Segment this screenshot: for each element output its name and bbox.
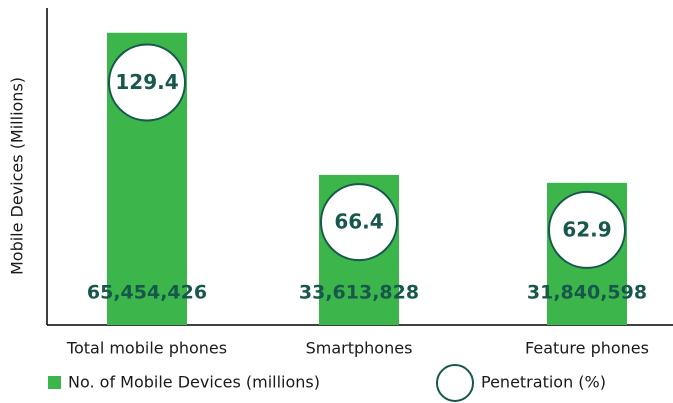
bar-value-label: 31,840,598 [527,282,647,304]
bar-value-label: 65,454,426 [87,282,207,304]
x-tick-label: Total mobile phones [66,339,227,358]
bar-value-label: 33,613,828 [299,282,419,304]
penetration-marker [320,183,398,262]
legend-label: Penetration (%) [481,373,606,392]
x-tick-label: Feature phones [525,339,649,358]
legend-swatch [436,364,474,402]
legend-label: No. of Mobile Devices (millions) [68,373,320,392]
y-axis-title: Mobile Devices (Millions) [8,77,27,275]
penetration-marker [108,43,186,122]
legend-swatch [48,376,61,389]
penetration-label: 62.9 [562,217,611,241]
penetration-marker [548,190,626,269]
penetration-label: 66.4 [334,210,383,234]
x-tick-label: Smartphones [306,339,413,358]
penetration-label: 129.4 [115,70,178,94]
